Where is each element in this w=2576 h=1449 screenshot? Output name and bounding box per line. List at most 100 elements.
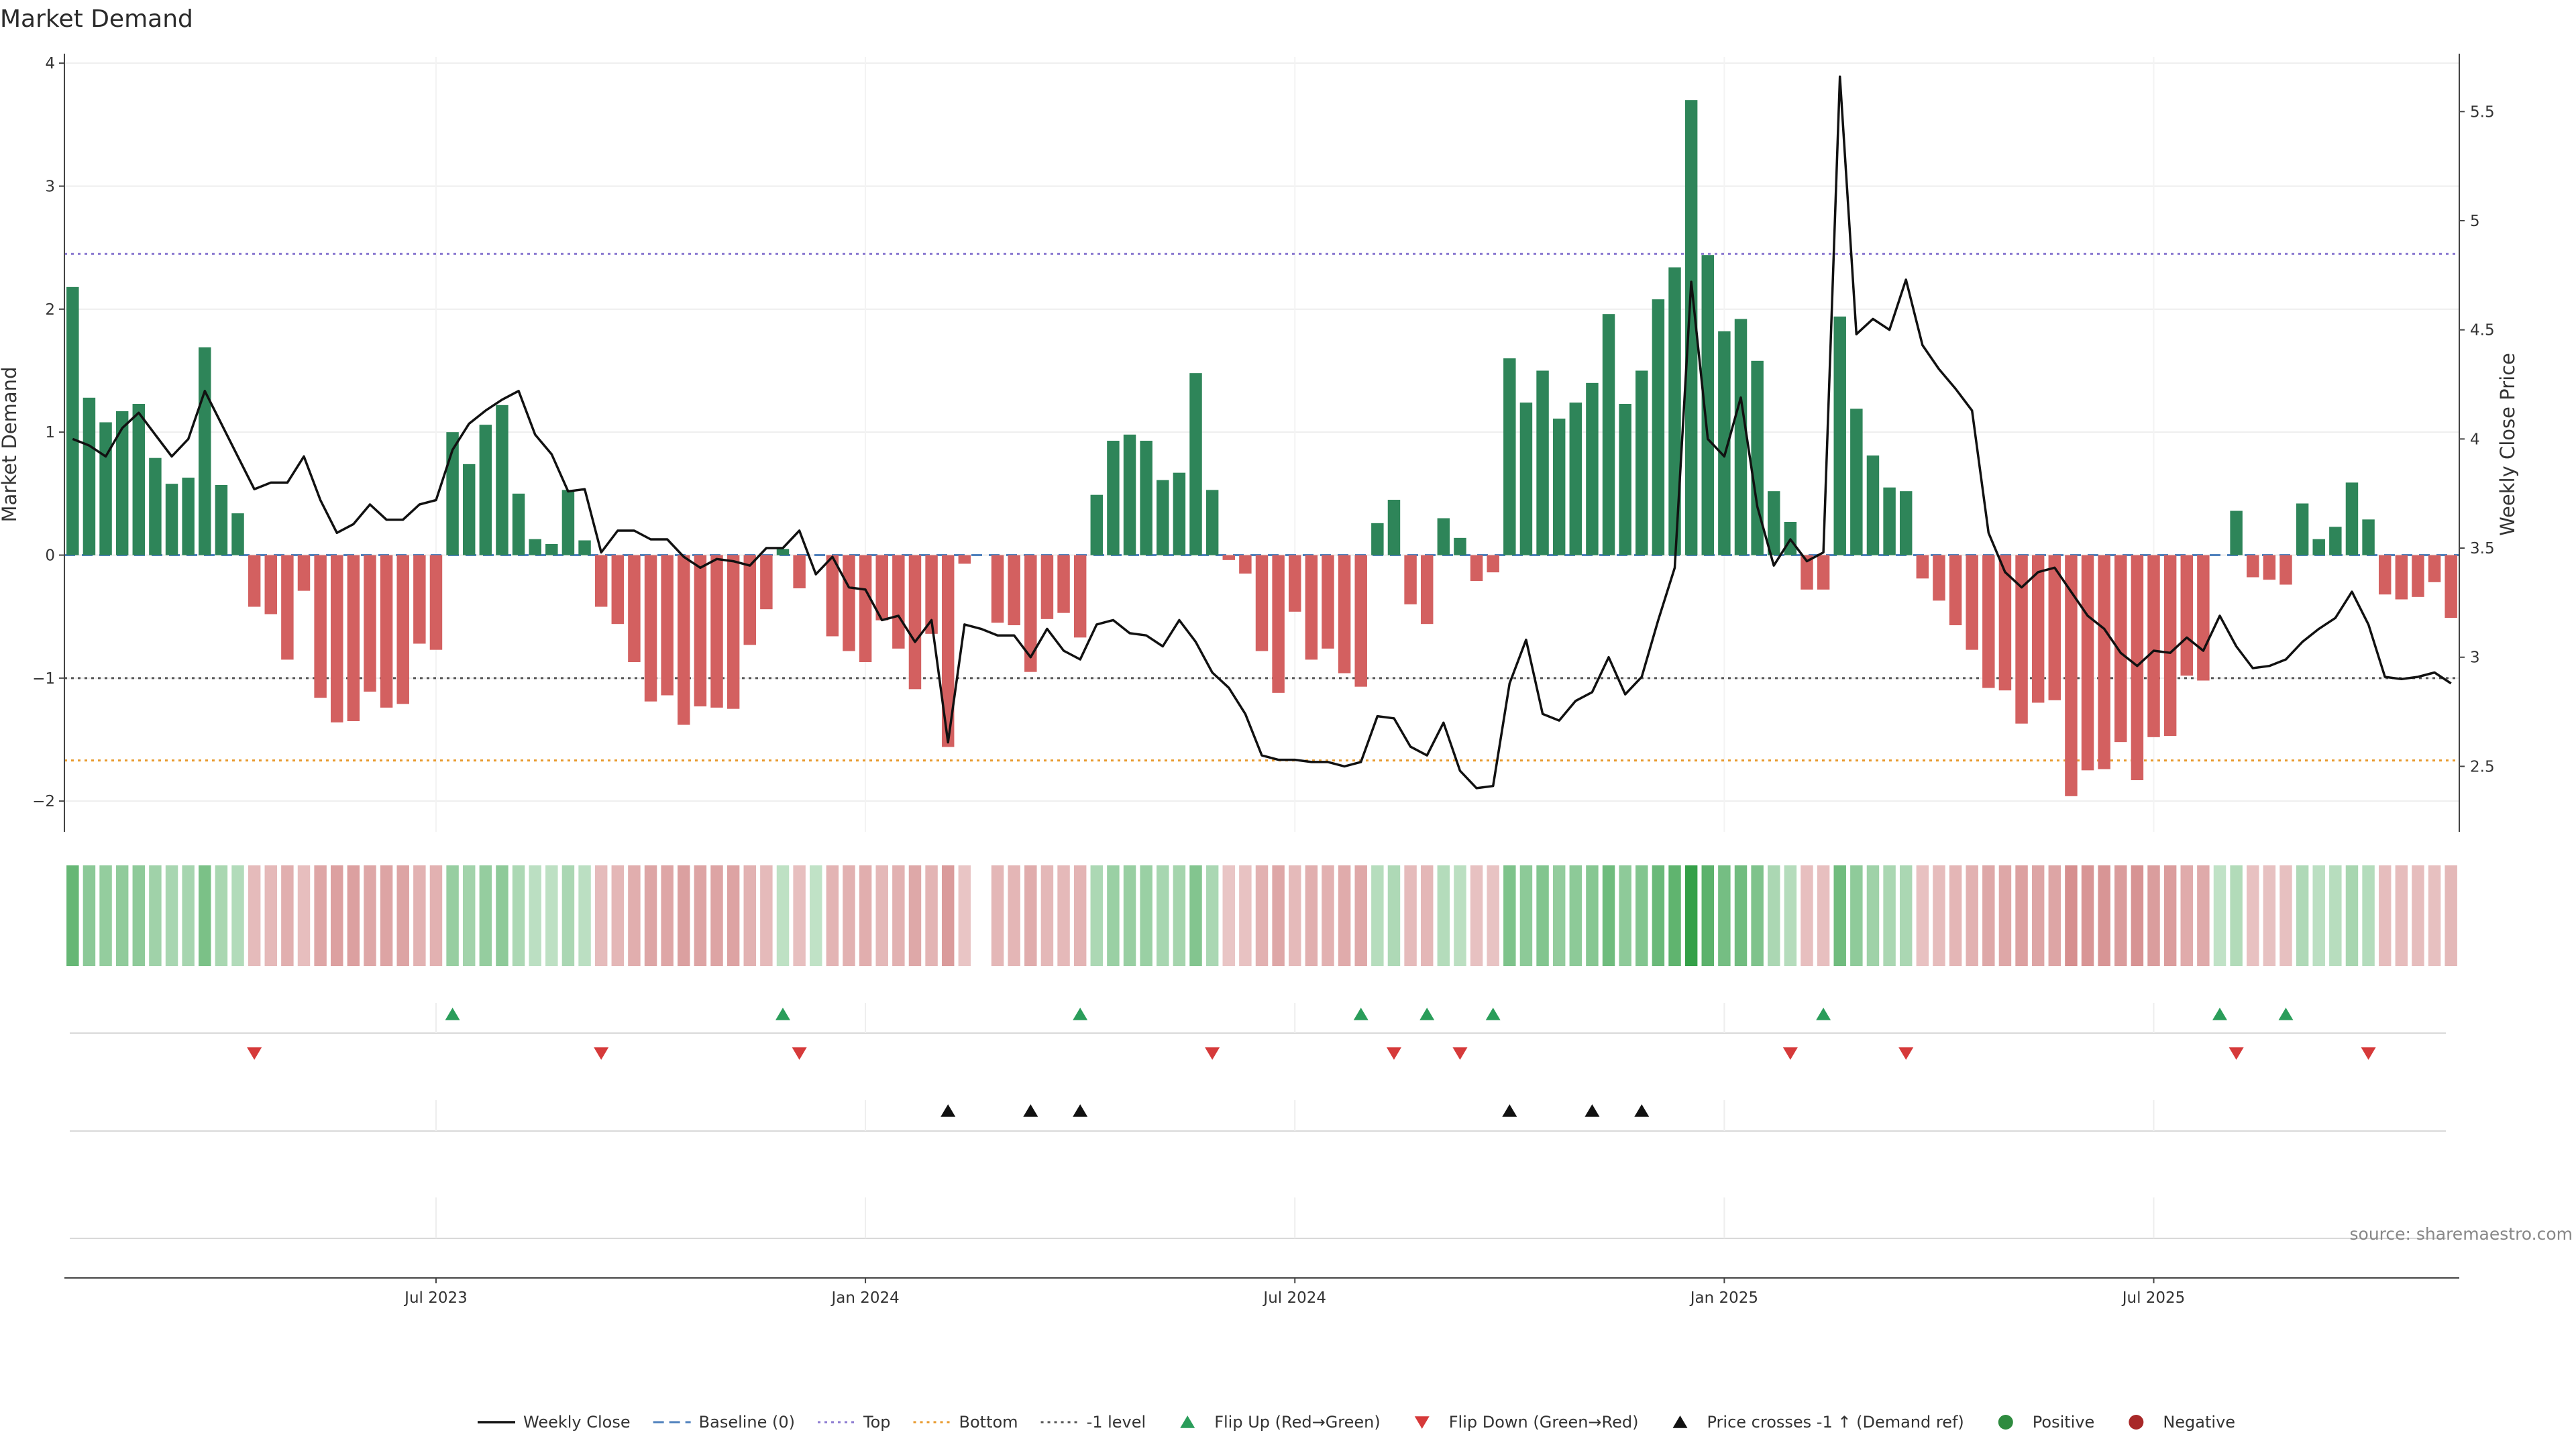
negative-bar xyxy=(2048,555,2061,700)
negative-bar xyxy=(925,555,938,634)
event-markers xyxy=(70,1003,2446,1239)
flip-down-marker xyxy=(1452,1047,1468,1060)
heat-cell xyxy=(710,865,723,966)
heat-cell xyxy=(479,865,492,966)
flip-down-marker xyxy=(1205,1047,1220,1060)
y2-tick-label: 5 xyxy=(2470,213,2480,230)
negative-bar xyxy=(1817,555,1830,590)
heat-cell xyxy=(1701,865,1714,966)
legend-item: Flip Up (Red→Green) xyxy=(1180,1413,1381,1432)
positive-bar xyxy=(165,484,178,555)
heat-cell xyxy=(462,865,476,966)
flip-up-marker xyxy=(445,1008,460,1020)
heat-cell xyxy=(231,865,244,966)
positive-bar xyxy=(1899,491,1913,555)
heat-cell xyxy=(743,865,756,966)
heat-cell xyxy=(908,865,922,966)
negative-bar xyxy=(1239,555,1252,574)
heat-cell xyxy=(1768,865,1780,966)
heat-cell xyxy=(1668,865,1681,966)
negative-bar xyxy=(1933,555,1945,601)
heat-cell xyxy=(1718,865,1731,966)
negative-bar xyxy=(991,555,1004,623)
negative-bar xyxy=(678,555,690,725)
positive-bar xyxy=(1586,382,1599,555)
y-tick-label: 3 xyxy=(45,178,55,196)
heat-cell xyxy=(396,865,409,966)
negative-bar xyxy=(314,555,327,698)
negative-bar xyxy=(2163,555,2177,736)
legend-label: Baseline (0) xyxy=(699,1413,795,1432)
heat-cell xyxy=(2147,865,2160,966)
negative-bar xyxy=(941,555,955,747)
negative-bar xyxy=(1966,555,1978,650)
heat-cell xyxy=(661,865,674,966)
negative-bar xyxy=(843,555,855,651)
positive-bar xyxy=(1768,491,1780,555)
positive-bar xyxy=(1668,267,1681,555)
positive-bar xyxy=(1107,441,1120,555)
positive-bar xyxy=(1123,434,1136,555)
heat-cell xyxy=(1635,865,1648,966)
heat-cell xyxy=(1866,865,1880,966)
y-tick-label: 2 xyxy=(45,301,55,319)
heat-cell xyxy=(1536,865,1549,966)
positive-bar xyxy=(2345,482,2359,555)
heat-cell xyxy=(297,865,311,966)
heat-cell xyxy=(215,865,228,966)
negative-bar xyxy=(1322,555,1334,649)
heat-cell xyxy=(2065,865,2078,966)
flip-up-marker xyxy=(1419,1008,1435,1020)
positive-bar xyxy=(215,485,228,555)
y-tick-label: 0 xyxy=(45,547,55,565)
heat-cell xyxy=(1090,865,1104,966)
flip-down-marker xyxy=(594,1047,609,1060)
heat-cell xyxy=(132,865,146,966)
positive-bar xyxy=(182,478,195,555)
negative-bar xyxy=(694,555,707,706)
heat-cell xyxy=(1073,865,1087,966)
legend-swatch-triangle-down xyxy=(1414,1416,1430,1429)
legend-item: Flip Down (Green→Red) xyxy=(1414,1413,1639,1432)
heat-cell xyxy=(1140,865,1152,966)
heat-cell xyxy=(1470,865,1483,966)
heat-cell xyxy=(1966,865,1978,966)
heat-cell xyxy=(2131,865,2144,966)
weekly-close-line xyxy=(72,75,2452,790)
positive-bar xyxy=(1387,500,1401,555)
x-tick-label: Jan 2025 xyxy=(1689,1289,1758,1307)
positive-bar xyxy=(1519,402,1533,555)
legend-item: Weekly Close xyxy=(478,1413,631,1432)
heat-cell xyxy=(83,865,96,966)
negative-bar xyxy=(958,555,971,564)
negative-bar xyxy=(1222,555,1235,560)
heat-cell xyxy=(1157,865,1169,966)
legend-item: Baseline (0) xyxy=(653,1413,795,1432)
negative-bar xyxy=(594,555,608,607)
price-cross-marker xyxy=(1023,1104,1038,1117)
heat-cell xyxy=(2312,865,2325,966)
heat-cell xyxy=(1040,865,1054,966)
heat-cell xyxy=(958,865,971,966)
x-tick-label: Jul 2023 xyxy=(403,1289,468,1307)
positive-bar xyxy=(1652,299,1665,555)
flip-up-marker xyxy=(1485,1008,1501,1020)
heat-cell xyxy=(165,865,178,966)
positive-bar xyxy=(578,540,591,555)
heat-cell xyxy=(1586,865,1599,966)
negative-bar xyxy=(2445,555,2457,618)
heat-cell xyxy=(364,865,376,966)
negative-bar xyxy=(2197,555,2210,681)
y2-tick-label: 4.5 xyxy=(2470,322,2495,339)
heat-cell xyxy=(1817,865,1830,966)
positive-bar xyxy=(776,549,790,555)
negative-bar xyxy=(429,555,443,650)
heat-cell xyxy=(66,865,79,966)
negative-bar xyxy=(2065,555,2078,796)
negative-bar xyxy=(1949,555,1962,625)
price-cross-marker xyxy=(1634,1104,1650,1117)
legend-item: -1 level xyxy=(1040,1413,1146,1432)
positive-bar xyxy=(496,405,508,555)
heat-cell xyxy=(413,865,426,966)
flip-up-marker xyxy=(2278,1008,2294,1020)
